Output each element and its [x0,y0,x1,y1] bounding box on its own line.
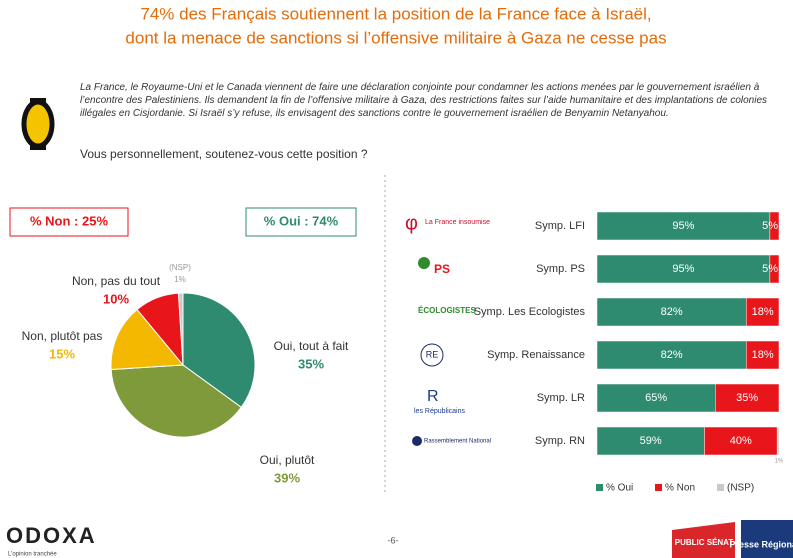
bar-segment [596,211,771,241]
logo-text: ÉCOLOGISTES [418,306,476,315]
category-label: Symp. RN [535,435,585,447]
category-label: Symp. LFI [535,220,585,232]
partner-text: Presse Régionale [729,539,793,549]
bar-segment [769,254,780,284]
bar-label: 59% [640,435,662,447]
bar-segment [769,211,780,241]
logo-icon [418,257,430,269]
bar-segment [776,426,780,456]
pie-slice [177,292,184,366]
title: dont la menace de sanctions si l’offensi… [125,28,666,47]
legend-swatch [717,484,724,491]
pie-slice [110,308,185,371]
legend-label: (NSP) [727,483,754,494]
category-label: Symp. Renaissance [487,349,585,361]
slice-value: 1% [174,275,186,284]
logo-text: Rassemblement National [424,439,491,445]
slice-label: Oui, plutôt [260,453,315,467]
partner-logo [672,522,735,558]
bar-segment [596,297,747,327]
bar-label: 95% [672,263,694,275]
partner-logo [741,520,793,558]
slice-label: Non, plutôt pas [22,329,103,343]
bar-segment [704,426,778,456]
brand: ODOXA [6,523,97,548]
title: 74% des Français soutiennent la position… [140,4,651,23]
bar-label: 40% [730,435,752,447]
category-label: Symp. Les Ecologistes [474,306,586,318]
summary-oui: % Oui : 74% [264,213,339,228]
bar-label: 65% [645,392,667,404]
pie-slice [182,292,256,409]
tagline: L’opinion tranchée [8,552,57,558]
legend-swatch [655,484,662,491]
page-number: -6- [388,535,399,545]
slice-label: (NSP) [169,263,191,272]
legend-swatch [596,484,603,491]
bar-label: 82% [661,349,683,361]
summary-box [245,207,357,237]
bar-label: 18% [752,349,774,361]
slice-value: 39% [274,470,300,485]
logo-text: PS [434,262,450,276]
bar-label: 35% [736,392,758,404]
legend-label: % Oui [606,483,633,494]
odoxa-icon [21,98,55,150]
bar-segment [596,426,705,456]
bar-segment [745,297,780,327]
bar-segment [715,383,780,413]
summary-non: % Non : 25% [30,213,108,228]
logo-icon: R [427,388,439,405]
logo-icon [412,436,422,446]
bar-segment [596,383,716,413]
logo-text: La France insoumise [425,219,490,226]
summary-box [9,207,129,237]
slice-value: 15% [49,346,75,361]
bar-label: 5% [762,263,778,275]
bar-label: 82% [661,306,683,318]
bar-label: 18% [752,306,774,318]
bar-segment [596,254,771,284]
intro: La France, le Royaume-Uni et le Canada v… [80,82,768,119]
question: Vous personnellement, soutenez-vous cett… [80,147,368,161]
category-label: Symp. LR [537,392,585,404]
bar-segment [596,340,747,370]
pie-slice [110,364,242,438]
legend-label: % Non [665,483,695,494]
slice-label: Non, pas du tout [72,274,161,288]
bar-label: 5% [762,220,778,232]
bar-label: 1% [775,459,784,465]
category-label: Symp. PS [536,263,585,275]
partner-text: PUBLIC SÉNAT [675,538,734,547]
logo-icon: φ [405,212,418,234]
slice-value: 10% [103,291,129,306]
logo-text: les Républicains [414,408,465,415]
logo-text: RE [426,349,439,359]
slice-value: 35% [298,356,324,371]
slice-label: Oui, tout à fait [274,339,349,353]
bar-label: 95% [672,220,694,232]
bar-segment [745,340,780,370]
logo-icon [420,343,444,367]
